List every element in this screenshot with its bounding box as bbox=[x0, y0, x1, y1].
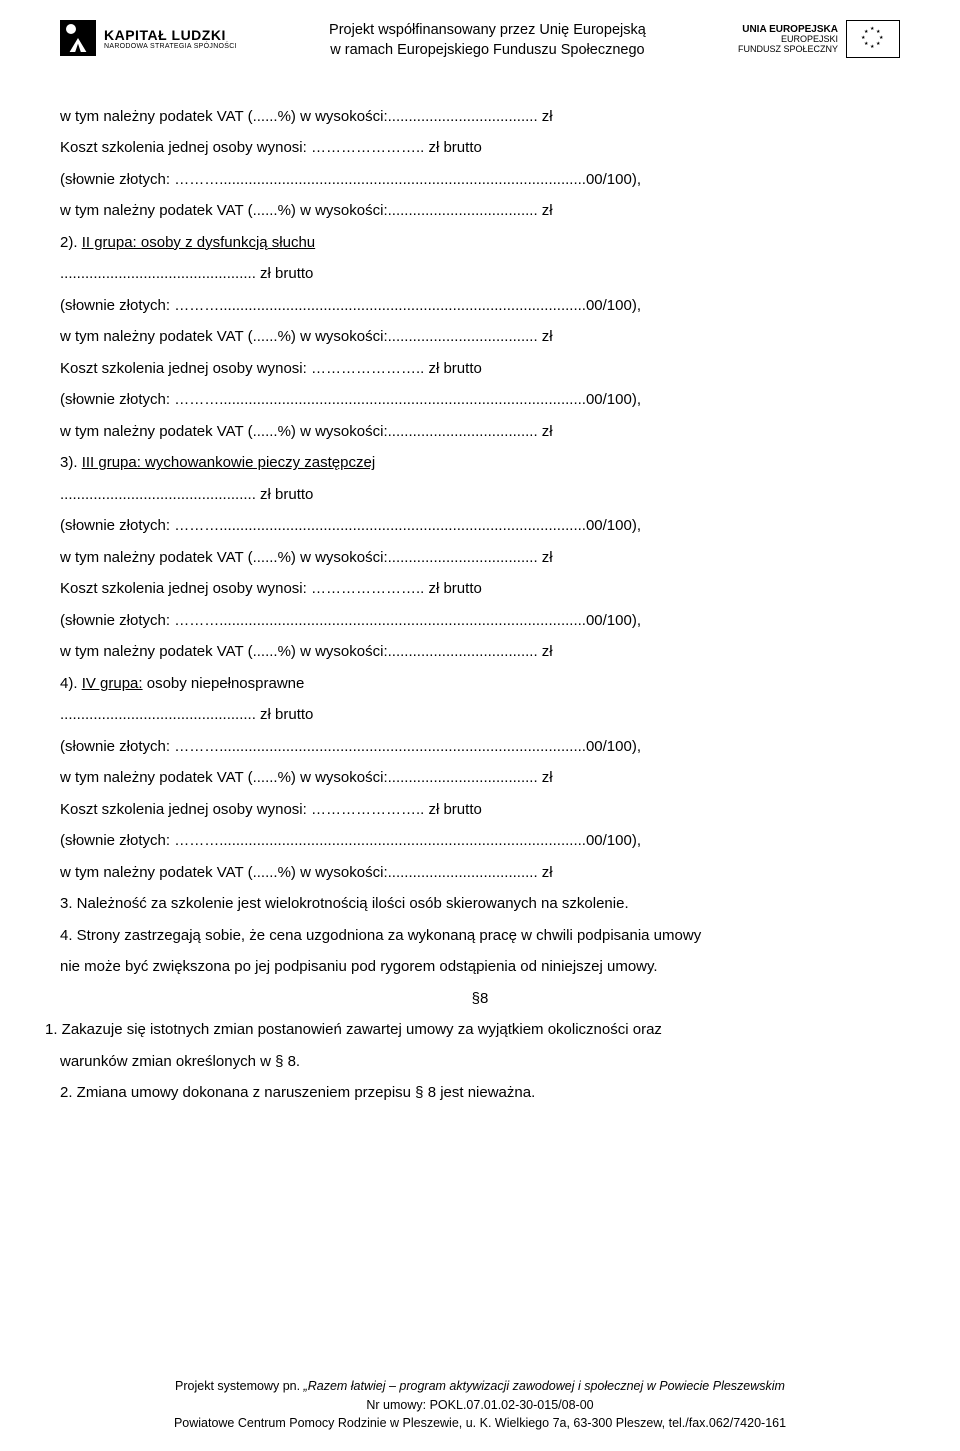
header-center-line1: Projekt współfinansowany przez Unię Euro… bbox=[329, 20, 646, 40]
group-3-heading: 3). III grupa: wychowankowie pieczy zast… bbox=[60, 447, 900, 479]
footer: Projekt systemowy pn. „Razem łatwiej – p… bbox=[60, 1377, 900, 1433]
text-line: 4. Strony zastrzegają sobie, że cena uzg… bbox=[60, 920, 900, 952]
text-line: Koszt szkolenia jednej osoby wynosi: ………… bbox=[60, 573, 900, 605]
text-line: warunków zmian określonych w § 8. bbox=[60, 1046, 900, 1078]
section-8-heading: §8 bbox=[60, 983, 900, 1015]
text-line: nie może być zwiększona po jej podpisani… bbox=[60, 951, 900, 983]
page: KAPITAŁ LUDZKI NARODOWA STRATEGIA SPÓJNO… bbox=[0, 0, 960, 1451]
text-line: w tym należny podatek VAT (......%) w wy… bbox=[60, 101, 900, 133]
text-line: (słownie złotych: ………...................… bbox=[60, 825, 900, 857]
text-line: w tym należny podatek VAT (......%) w wy… bbox=[60, 857, 900, 889]
footer-line2: Nr umowy: POKL.07.01.02-30-015/08-00 bbox=[60, 1396, 900, 1415]
footer-line3: Powiatowe Centrum Pomocy Rodzinie w Ples… bbox=[60, 1414, 900, 1433]
text-line: Koszt szkolenia jednej osoby wynosi: ………… bbox=[60, 353, 900, 385]
group-4-heading: 4). IV grupa: osoby niepełnosprawne bbox=[60, 668, 900, 700]
text-line: Koszt szkolenia jednej osoby wynosi: ………… bbox=[60, 794, 900, 826]
text-line: (słownie złotych: ………...................… bbox=[60, 164, 900, 196]
header-right: UNIA EUROPEJSKA EUROPEJSKI FUNDUSZ SPOŁE… bbox=[738, 20, 900, 58]
eu-flag-icon: ★ ★ ★ ★ ★ ★ ★ ★ bbox=[846, 20, 900, 58]
text-line: (słownie złotych: ………...................… bbox=[60, 290, 900, 322]
eu-text: UNIA EUROPEJSKA EUROPEJSKI FUNDUSZ SPOŁE… bbox=[738, 24, 838, 55]
text-line: w tym należny podatek VAT (......%) w wy… bbox=[60, 321, 900, 353]
text-line: w tym należny podatek VAT (......%) w wy… bbox=[60, 416, 900, 448]
text-line: 1. Zakazuje się istotnych zmian postanow… bbox=[45, 1014, 900, 1046]
text-line: ........................................… bbox=[60, 258, 900, 290]
group-2-heading: 2). II grupa: osoby z dysfunkcją słuchu bbox=[60, 227, 900, 259]
header-center: Projekt współfinansowany przez Unię Euro… bbox=[329, 20, 646, 61]
text-line: ........................................… bbox=[60, 479, 900, 511]
text-line: (słownie złotych: ………...................… bbox=[60, 510, 900, 542]
header-left: KAPITAŁ LUDZKI NARODOWA STRATEGIA SPÓJNO… bbox=[60, 20, 237, 56]
text-line: (słownie złotych: ………...................… bbox=[60, 605, 900, 637]
text-line: ........................................… bbox=[60, 699, 900, 731]
text-line: w tym należny podatek VAT (......%) w wy… bbox=[60, 636, 900, 668]
text-line: Koszt szkolenia jednej osoby wynosi: ………… bbox=[60, 132, 900, 164]
kapital-ludzki-text: KAPITAŁ LUDZKI NARODOWA STRATEGIA SPÓJNO… bbox=[104, 27, 237, 50]
text-line: 2. Zmiana umowy dokonana z naruszeniem p… bbox=[60, 1077, 900, 1109]
text-line: w tym należny podatek VAT (......%) w wy… bbox=[60, 542, 900, 574]
kapital-ludzki-icon bbox=[60, 20, 96, 56]
text-line: (słownie złotych: ………...................… bbox=[60, 731, 900, 763]
text-line: w tym należny podatek VAT (......%) w wy… bbox=[60, 762, 900, 794]
kl-subtitle: NARODOWA STRATEGIA SPÓJNOŚCI bbox=[104, 43, 237, 50]
footer-line1: Projekt systemowy pn. „Razem łatwiej – p… bbox=[60, 1377, 900, 1396]
header-center-line2: w ramach Europejskiego Funduszu Społeczn… bbox=[329, 40, 646, 60]
header: KAPITAŁ LUDZKI NARODOWA STRATEGIA SPÓJNO… bbox=[60, 20, 900, 61]
text-line: (słownie złotych: ………...................… bbox=[60, 384, 900, 416]
document-body: w tym należny podatek VAT (......%) w wy… bbox=[60, 101, 900, 1109]
kl-title: KAPITAŁ LUDZKI bbox=[104, 27, 237, 43]
eu-line1: UNIA EUROPEJSKA bbox=[738, 24, 838, 35]
text-line: w tym należny podatek VAT (......%) w wy… bbox=[60, 195, 900, 227]
text-line: 3. Należność za szkolenie jest wielokrot… bbox=[60, 888, 900, 920]
eu-line3: FUNDUSZ SPOŁECZNY bbox=[738, 45, 838, 55]
